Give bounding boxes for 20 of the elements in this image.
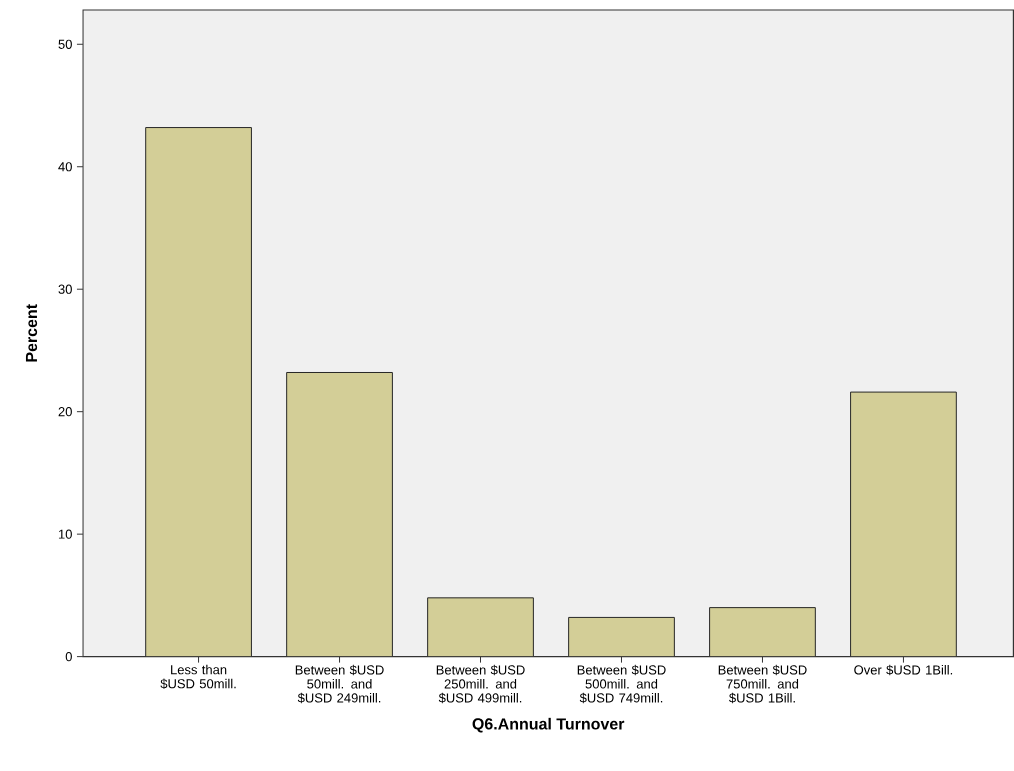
- x-axis-title: Q6.Annual Turnover: [472, 718, 625, 733]
- y-tick-label: 10: [58, 529, 72, 539]
- y-tick-label: 50: [58, 39, 72, 50]
- x-tick-label: Between $USD 250mill. and $USD 499mill.: [436, 665, 525, 704]
- bar: [709, 607, 816, 657]
- bar: [568, 617, 675, 657]
- x-tick-label: Between $USD 500mill. and $USD 749mill.: [577, 665, 666, 704]
- bar: [850, 391, 957, 657]
- x-tick-label: Less than $USD 50mill.: [160, 665, 236, 690]
- x-tick-label: Between $USD 750mill. and $USD 1Bill.: [718, 665, 807, 704]
- y-tick-label: 40: [58, 162, 72, 172]
- y-tick-label: 0: [65, 652, 72, 662]
- y-axis-title: Percent: [25, 304, 38, 362]
- bar: [427, 598, 534, 657]
- bar: [286, 372, 393, 657]
- bar: [145, 127, 252, 657]
- y-tick-label: 20: [58, 407, 72, 417]
- y-tick-label: 30: [58, 284, 72, 295]
- x-tick-label: Over $USD 1Bill.: [854, 665, 953, 676]
- x-tick-label: Between $USD 50mill. and $USD 249mill.: [295, 665, 384, 704]
